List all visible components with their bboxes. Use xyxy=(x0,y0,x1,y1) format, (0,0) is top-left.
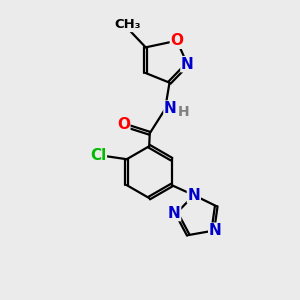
Text: O: O xyxy=(117,117,130,132)
Text: N: N xyxy=(188,188,200,203)
Text: N: N xyxy=(164,101,177,116)
Text: H: H xyxy=(178,104,189,118)
Text: O: O xyxy=(170,33,183,48)
Text: N: N xyxy=(168,206,181,220)
Text: N: N xyxy=(181,57,194,72)
Text: Cl: Cl xyxy=(90,148,106,163)
Text: CH₃: CH₃ xyxy=(115,19,141,32)
Text: N: N xyxy=(209,223,221,238)
